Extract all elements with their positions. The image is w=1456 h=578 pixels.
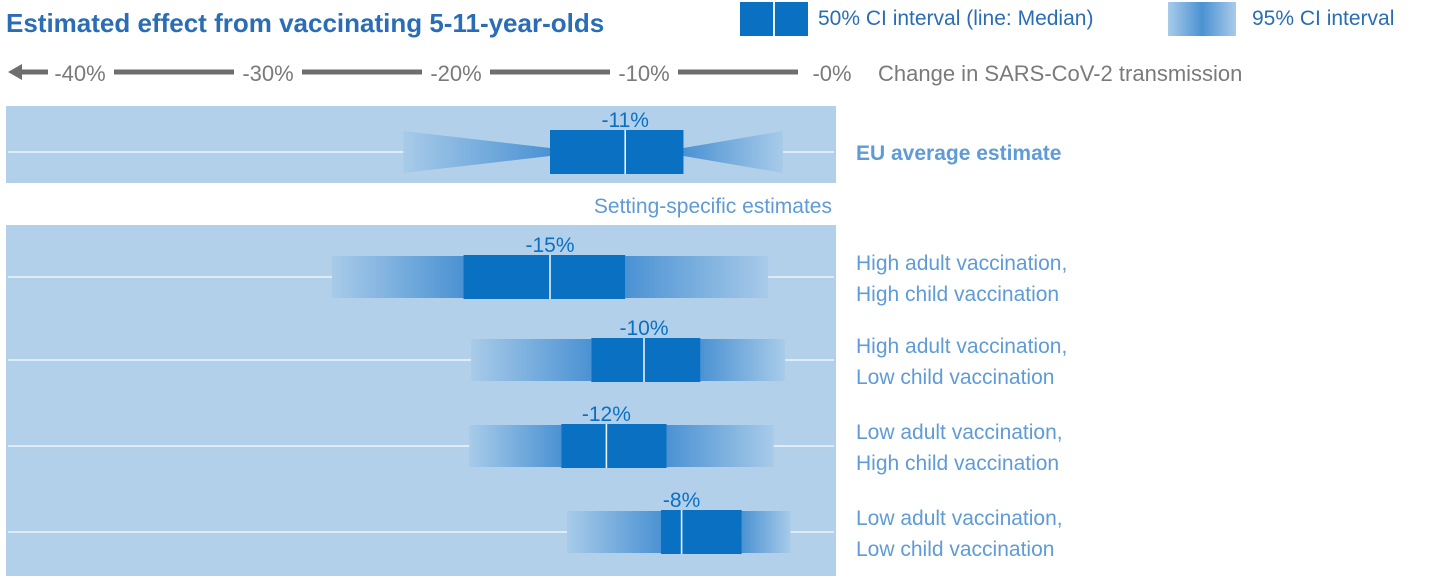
row-label: High adult vaccination,: [856, 335, 1067, 358]
legend: 50% CI interval (line: Median) 95% CI in…: [740, 2, 1394, 36]
row-label: High child vaccination: [856, 452, 1059, 475]
axis-tick-label: -10%: [618, 61, 669, 86]
axis-tick-label: -20%: [430, 61, 481, 86]
ci95-left: [403, 131, 550, 173]
section-label: Setting-specific estimates: [594, 195, 832, 218]
median-label: -8%: [663, 489, 700, 512]
axis-tick-label: -40%: [54, 61, 105, 86]
series-row: -8% Low adult vaccination, Low child vacci…: [8, 489, 1063, 561]
axis-tick-label: -0%: [812, 61, 851, 86]
axis-arrow-icon: [8, 64, 22, 80]
legend-ci50-label: 50% CI interval (line: Median): [818, 7, 1093, 30]
ci95-right: [666, 425, 774, 467]
ci95-right: [683, 131, 784, 173]
rows: -11% EU average estimate -15% High adult va…: [8, 109, 1067, 561]
chart-title: Estimated effect from vaccinating 5-11-y…: [6, 8, 604, 38]
ci95-right: [741, 511, 791, 553]
ci50-box: [550, 130, 684, 174]
ci95-right: [700, 339, 785, 381]
x-axis: Change in SARS-CoV-2 transmission -40% -3…: [8, 61, 1242, 86]
series-row: -10% High adult vaccination, Low child vac…: [8, 317, 1067, 389]
ci50-box: [591, 338, 701, 382]
row-label: Low adult vaccination,: [856, 507, 1063, 530]
median-label: -15%: [525, 234, 574, 257]
median-label: -10%: [619, 317, 668, 340]
row-label: EU average estimate: [856, 142, 1061, 165]
ci50-box: [463, 255, 626, 299]
ci95-left: [471, 339, 592, 381]
median-label: -11%: [601, 109, 648, 132]
row-label: Low adult vaccination,: [856, 421, 1063, 444]
axis-label: Change in SARS-CoV-2 transmission: [878, 61, 1242, 86]
ci50-box: [660, 510, 742, 554]
ci50-box: [561, 424, 667, 468]
axis-tick-label: -30%: [242, 61, 293, 86]
ci95-left: [566, 511, 661, 553]
median-label: -12%: [582, 403, 631, 426]
row-label: High adult vaccination,: [856, 252, 1067, 275]
legend-ci95-label: 95% CI interval: [1252, 7, 1394, 30]
ci95-right: [625, 256, 769, 298]
row-label: Low child vaccination: [856, 538, 1054, 561]
row-label: Low child vaccination: [856, 366, 1054, 389]
series-row: -11% EU average estimate: [8, 109, 1061, 174]
series-row: -12% Low adult vaccination, High child vac…: [8, 403, 1063, 475]
ci95-left: [469, 425, 562, 467]
ci95-left: [331, 256, 464, 298]
row-label: High child vaccination: [856, 283, 1059, 306]
series-row: -15% High adult vaccination, High child va…: [8, 234, 1067, 306]
legend-ci95-swatch: [1168, 2, 1236, 36]
